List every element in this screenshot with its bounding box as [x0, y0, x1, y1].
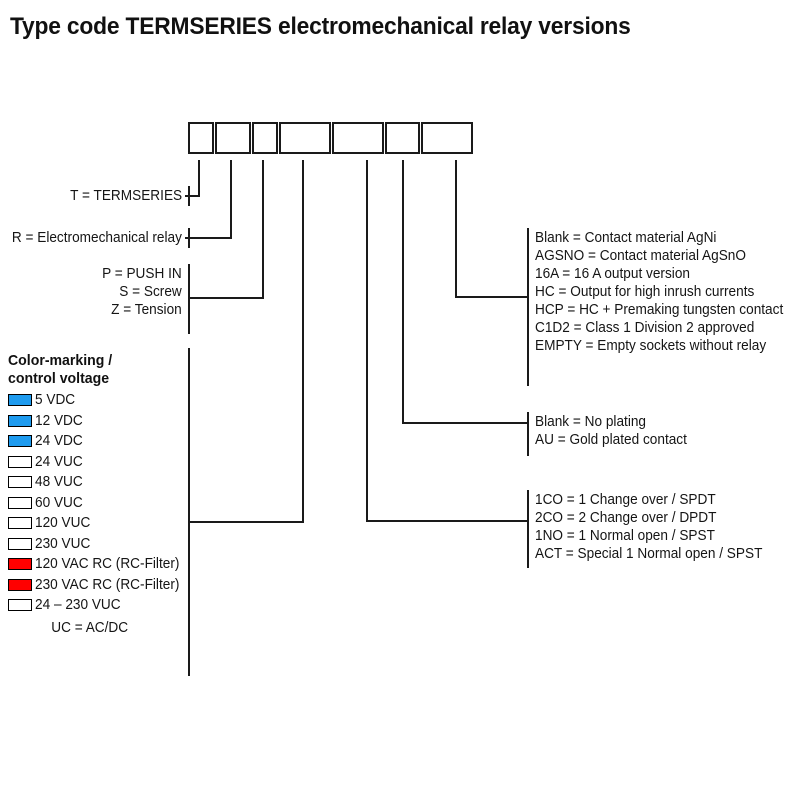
- leader-control-voltage: [190, 160, 304, 523]
- legend-row: 230 VAC RC (RC-Filter): [8, 575, 189, 596]
- label-contact-plating-0: Blank = No plating: [535, 414, 647, 430]
- legend-label: 24 VDC: [35, 433, 83, 450]
- leader-relay-type: [185, 160, 232, 239]
- legend-row: 230 VUC: [8, 534, 189, 555]
- label-relay-type-0: R = Electromechanical relay: [11, 230, 182, 246]
- label-connection-0: P = PUSH IN: [102, 266, 182, 282]
- right-group-contact-material: Blank = Contact material AgNi AGSNO = Co…: [535, 229, 799, 355]
- color-swatch: [8, 558, 32, 571]
- code-box-6: [385, 122, 420, 154]
- legend-label: 230 VAC RC (RC-Filter): [35, 576, 180, 593]
- color-swatch: [8, 537, 32, 550]
- legend-row: 24 VUC: [8, 452, 189, 473]
- legend-list: 5 VDC 12 VDC 24 VDC 24 VUC 48 VUC 60 VUC: [8, 390, 189, 616]
- code-box-1: [188, 122, 214, 154]
- label-connection-2: Z = Tension: [111, 302, 182, 318]
- legend-label: 12 VDC: [35, 412, 83, 429]
- legend-label: 120 VAC RC (RC-Filter): [35, 556, 180, 573]
- label-contact-plating-1: AU = Gold plated contact: [535, 432, 687, 448]
- color-swatch: [8, 414, 32, 427]
- legend-row: 120 VUC: [8, 513, 189, 534]
- legend-title-line-2: control voltage: [8, 369, 110, 387]
- leader-contact-material: [455, 160, 528, 298]
- legend-row: 60 VUC: [8, 493, 189, 514]
- legend-label: 5 VDC: [35, 392, 76, 409]
- color-swatch: [8, 455, 32, 468]
- right-group-contact-plating: Blank = No plating AU = Gold plated cont…: [535, 413, 697, 449]
- legend-label: 24 VUC: [35, 453, 83, 470]
- label-series-0: T = TERMSERIES: [70, 188, 182, 204]
- right-group-contact-configuration: 1CO = 1 Change over / SPDT 2CO = 2 Chang…: [535, 491, 777, 563]
- color-swatch: [8, 476, 32, 489]
- legend-title-line-1: Color-marking /: [8, 352, 113, 369]
- legend-label: 48 VUC: [35, 474, 83, 491]
- left-group-series: T = TERMSERIES: [63, 187, 182, 205]
- color-swatch: [8, 517, 32, 530]
- leader-contact-configuration: [366, 160, 528, 522]
- color-swatch: [8, 578, 32, 591]
- code-box-3: [252, 122, 278, 154]
- label-contact-material-5: C1D2 = Class 1 Division 2 approved: [535, 320, 755, 336]
- leader-series: [185, 160, 200, 197]
- leader-contact-plating: [402, 160, 528, 424]
- leader-connection: [190, 160, 264, 299]
- legend-row: 12 VDC: [8, 411, 189, 432]
- label-contact-material-4: HCP = HC + Premaking tungsten contact: [535, 302, 784, 318]
- label-contact-configuration-0: 1CO = 1 Change over / SPDT: [535, 492, 716, 508]
- legend-label: 230 VUC: [35, 535, 91, 552]
- label-contact-material-6: EMPTY = Empty sockets without relay: [535, 338, 767, 354]
- legend-row: 24 – 230 VUC: [8, 595, 189, 616]
- legend-label: 24 – 230 VUC: [35, 597, 121, 614]
- label-contact-configuration-2: 1NO = 1 Normal open / SPST: [535, 528, 715, 544]
- code-box-2: [215, 122, 251, 154]
- legend-label: 120 VUC: [35, 515, 91, 532]
- color-swatch: [8, 435, 32, 448]
- label-contact-configuration-3: ACT = Special 1 Normal open / SPST: [535, 546, 763, 562]
- label-contact-configuration-1: 2CO = 2 Change over / DPDT: [535, 510, 717, 526]
- label-contact-material-3: HC = Output for high inrush currents: [535, 284, 755, 300]
- legend-row: 5 VDC: [8, 390, 189, 411]
- label-contact-material-1: AGSNO = Contact material AgSnO: [535, 248, 746, 264]
- code-box-4: [279, 122, 331, 154]
- color-swatch: [8, 496, 32, 509]
- legend-label: 60 VUC: [35, 494, 83, 511]
- legend-row: 48 VUC: [8, 472, 189, 493]
- label-connection-1: S = Screw: [119, 284, 182, 300]
- label-contact-material-0: Blank = Contact material AgNi: [535, 230, 717, 246]
- page-title: Type code TERMSERIES electromechanical r…: [10, 13, 631, 40]
- left-group-relay-type: R = Electromechanical relay: [1, 229, 182, 247]
- label-contact-material-2: 16A = 16 A output version: [535, 266, 690, 282]
- code-box-7: [421, 122, 473, 154]
- color-swatch: [8, 394, 32, 407]
- left-group-connection-technology: P = PUSH IN S = Screw Z = Tension: [97, 265, 182, 319]
- code-box-5: [332, 122, 384, 154]
- legend-footnote: UC = AC/DC: [51, 619, 129, 636]
- legend-row: 24 VDC: [8, 431, 189, 452]
- legend-row: 120 VAC RC (RC-Filter): [8, 554, 189, 575]
- color-marking-legend: Color-marking / control voltage 5 VDC 12…: [8, 352, 189, 636]
- color-swatch: [8, 599, 32, 612]
